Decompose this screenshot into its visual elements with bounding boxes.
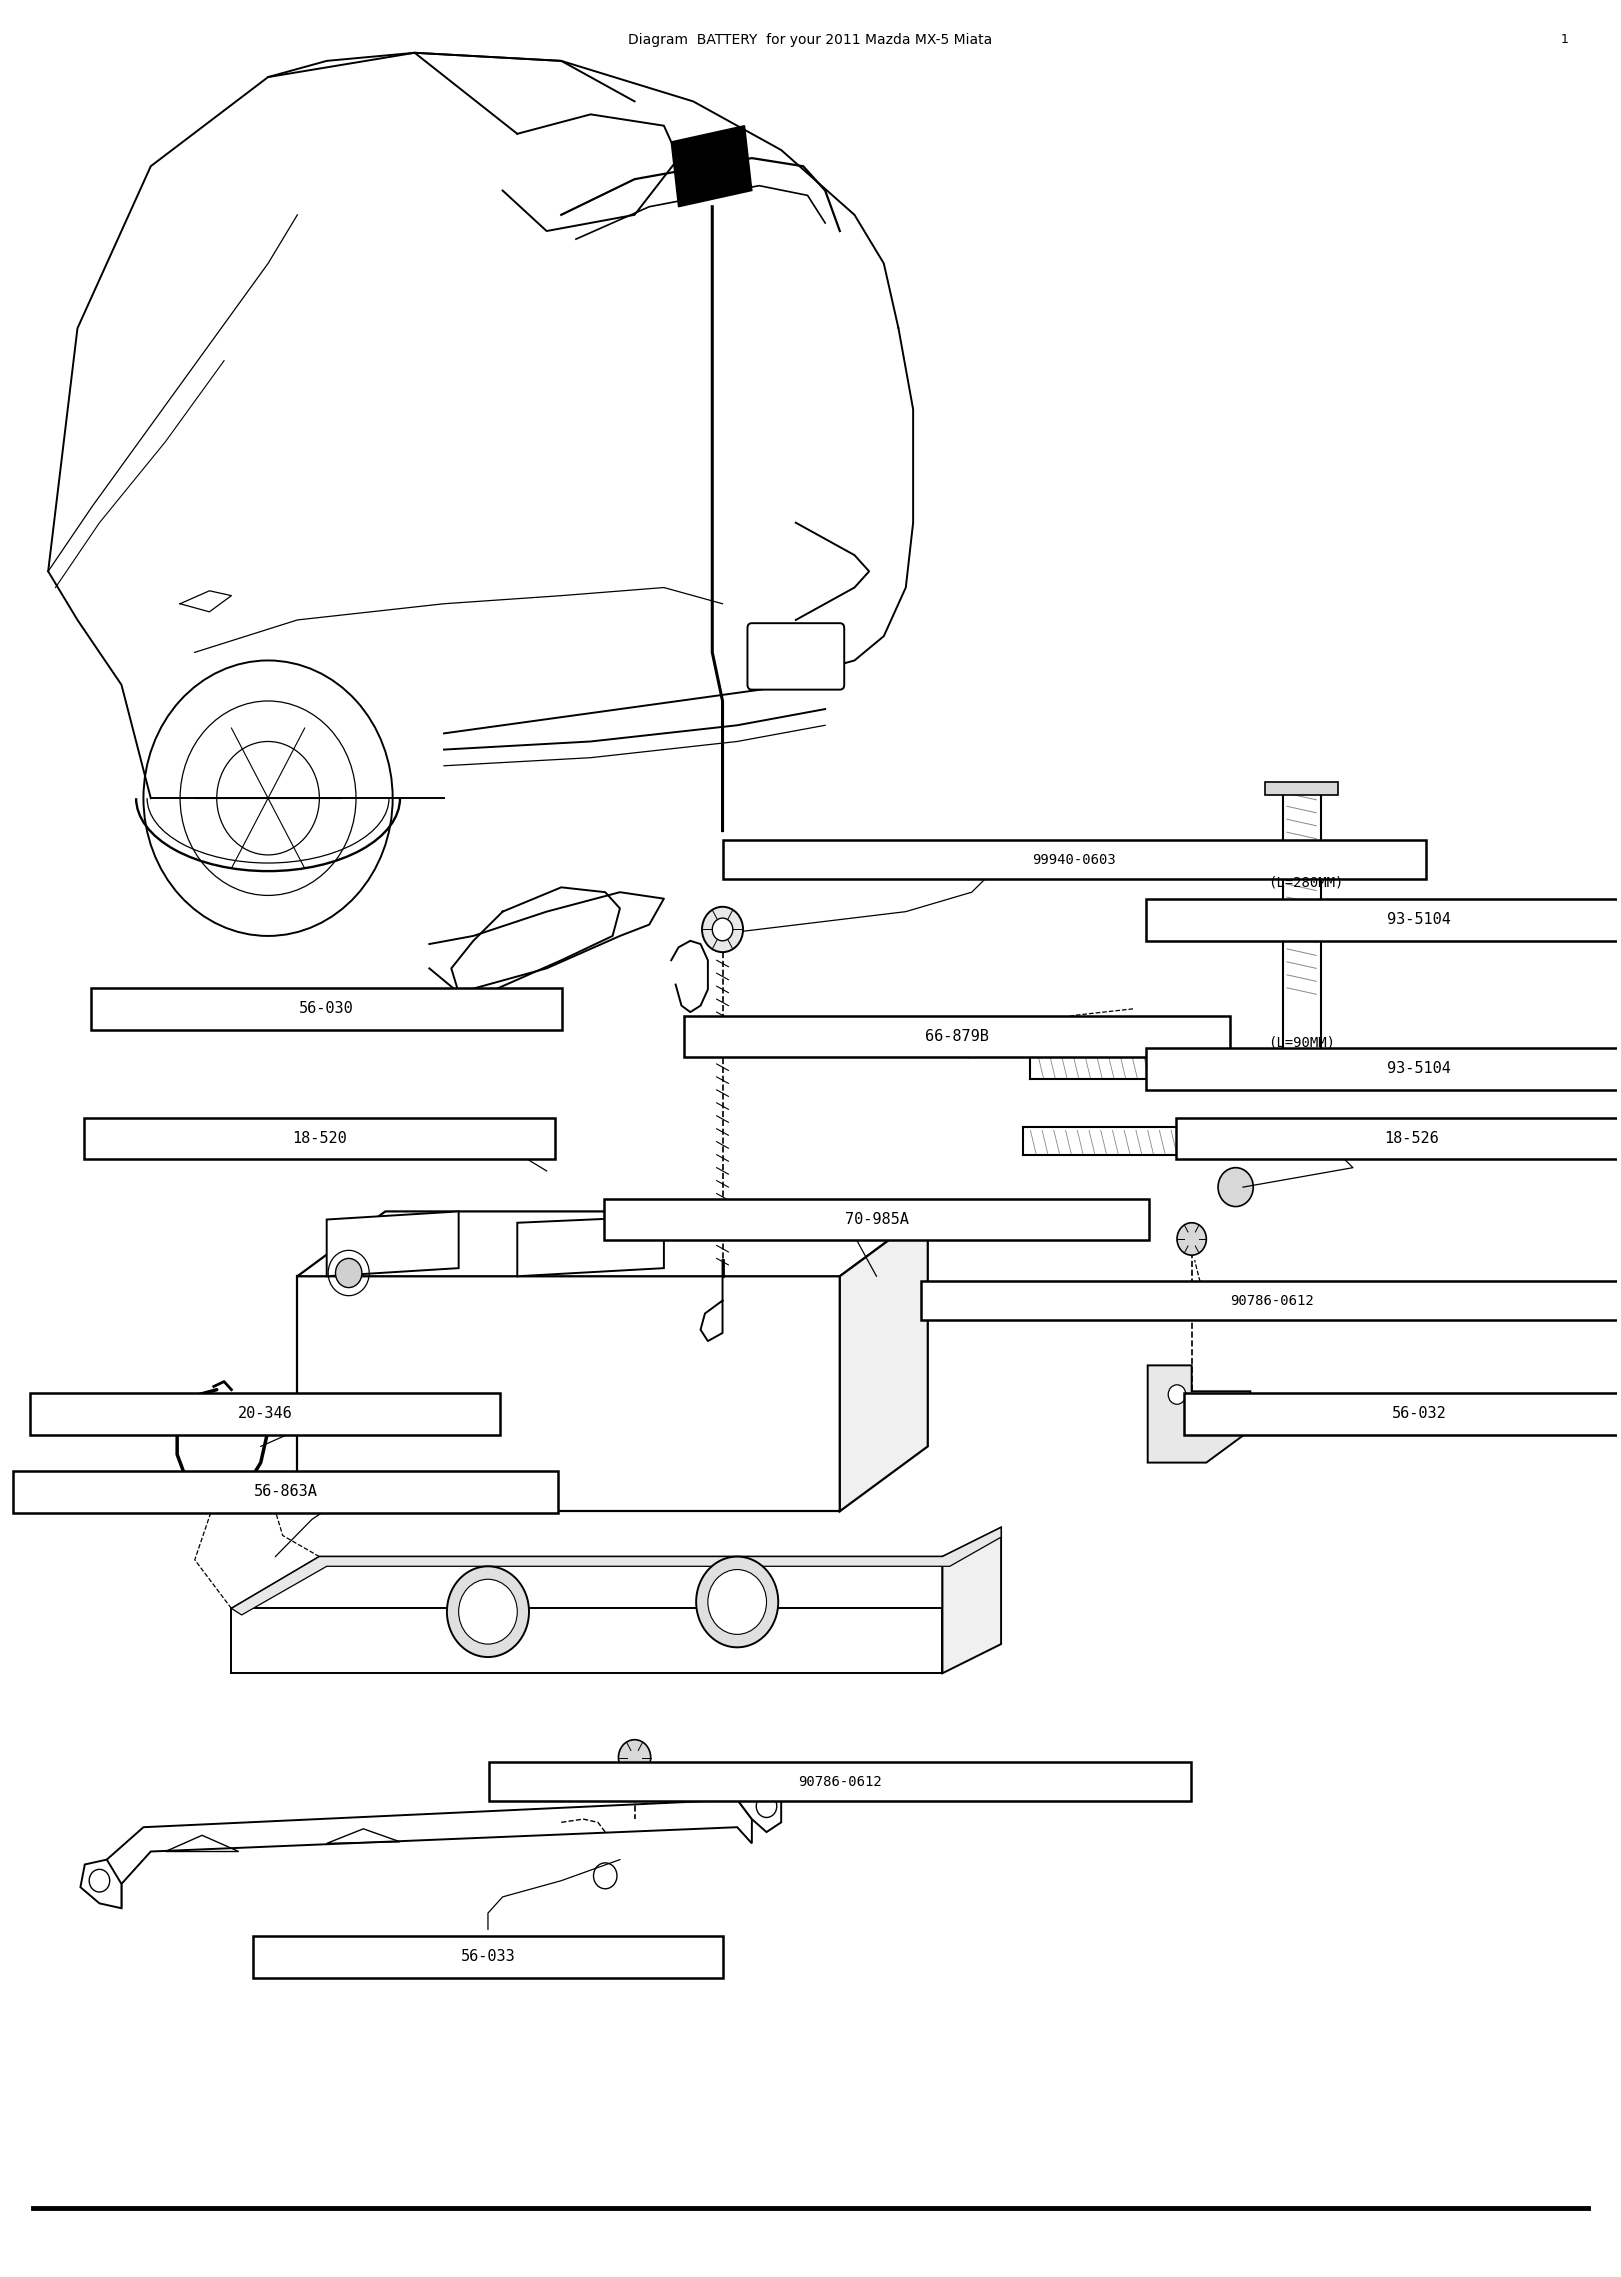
- Polygon shape: [327, 1211, 459, 1275]
- Circle shape: [1217, 1168, 1253, 1207]
- Circle shape: [593, 1863, 618, 1890]
- Bar: [603, 1198, 1149, 1241]
- Text: (L=90MM): (L=90MM): [1268, 1036, 1336, 1050]
- Text: 56-030: 56-030: [300, 1002, 353, 1016]
- Circle shape: [708, 1569, 767, 1635]
- Text: (L=280MM): (L=280MM): [1268, 874, 1344, 890]
- Circle shape: [1213, 1405, 1230, 1423]
- Polygon shape: [840, 1211, 927, 1512]
- Text: 99940-0603: 99940-0603: [1033, 854, 1117, 868]
- Bar: [723, 840, 1425, 879]
- Text: 66-879B: 66-879B: [926, 1029, 989, 1043]
- Text: 1: 1: [1561, 34, 1569, 46]
- Polygon shape: [517, 1216, 665, 1275]
- Text: 18-526: 18-526: [1384, 1132, 1439, 1145]
- Bar: [84, 1118, 554, 1159]
- Polygon shape: [232, 1528, 1002, 1614]
- Polygon shape: [107, 1799, 752, 1908]
- Text: 93-5104: 93-5104: [1388, 913, 1451, 927]
- Bar: [921, 1282, 1621, 1321]
- Circle shape: [712, 918, 733, 940]
- Bar: [488, 1762, 1191, 1801]
- Polygon shape: [1148, 1366, 1250, 1462]
- Text: 90786-0612: 90786-0612: [1230, 1293, 1315, 1307]
- Bar: [91, 988, 562, 1029]
- Polygon shape: [297, 1275, 840, 1512]
- Circle shape: [447, 1567, 528, 1658]
- Circle shape: [942, 1022, 971, 1054]
- Text: 18-520: 18-520: [292, 1132, 347, 1145]
- Text: 56-032: 56-032: [1391, 1407, 1446, 1421]
- Circle shape: [702, 906, 742, 952]
- Circle shape: [619, 1740, 650, 1776]
- Polygon shape: [232, 1557, 942, 1608]
- Bar: [1183, 1394, 1621, 1435]
- Text: 20-346: 20-346: [238, 1407, 292, 1421]
- Polygon shape: [81, 1860, 122, 1908]
- Bar: [1146, 1047, 1621, 1091]
- Text: 56-863A: 56-863A: [254, 1485, 318, 1498]
- Text: Diagram  BATTERY  for your 2011 Mazda MX-5 Miata: Diagram BATTERY for your 2011 Mazda MX-5…: [629, 34, 992, 48]
- Circle shape: [695, 1557, 778, 1646]
- Circle shape: [757, 1794, 776, 1817]
- Polygon shape: [1264, 781, 1339, 795]
- Polygon shape: [232, 1608, 942, 1674]
- Polygon shape: [297, 1211, 927, 1275]
- Text: 70-985A: 70-985A: [845, 1211, 908, 1227]
- Text: 90786-0612: 90786-0612: [798, 1774, 882, 1790]
- Bar: [1177, 1118, 1621, 1159]
- Bar: [253, 1935, 723, 1979]
- Circle shape: [459, 1580, 517, 1644]
- Circle shape: [1177, 1223, 1206, 1255]
- Bar: [684, 1016, 1230, 1057]
- Circle shape: [1169, 1384, 1187, 1405]
- Circle shape: [89, 1869, 110, 1892]
- Bar: [13, 1471, 558, 1512]
- Polygon shape: [671, 125, 752, 207]
- Bar: [29, 1394, 501, 1435]
- FancyBboxPatch shape: [747, 624, 845, 690]
- Circle shape: [336, 1259, 361, 1287]
- Text: 56-033: 56-033: [460, 1949, 515, 1965]
- Polygon shape: [942, 1528, 1002, 1674]
- Text: 93-5104: 93-5104: [1388, 1061, 1451, 1077]
- Bar: [1146, 899, 1621, 940]
- Polygon shape: [738, 1790, 781, 1833]
